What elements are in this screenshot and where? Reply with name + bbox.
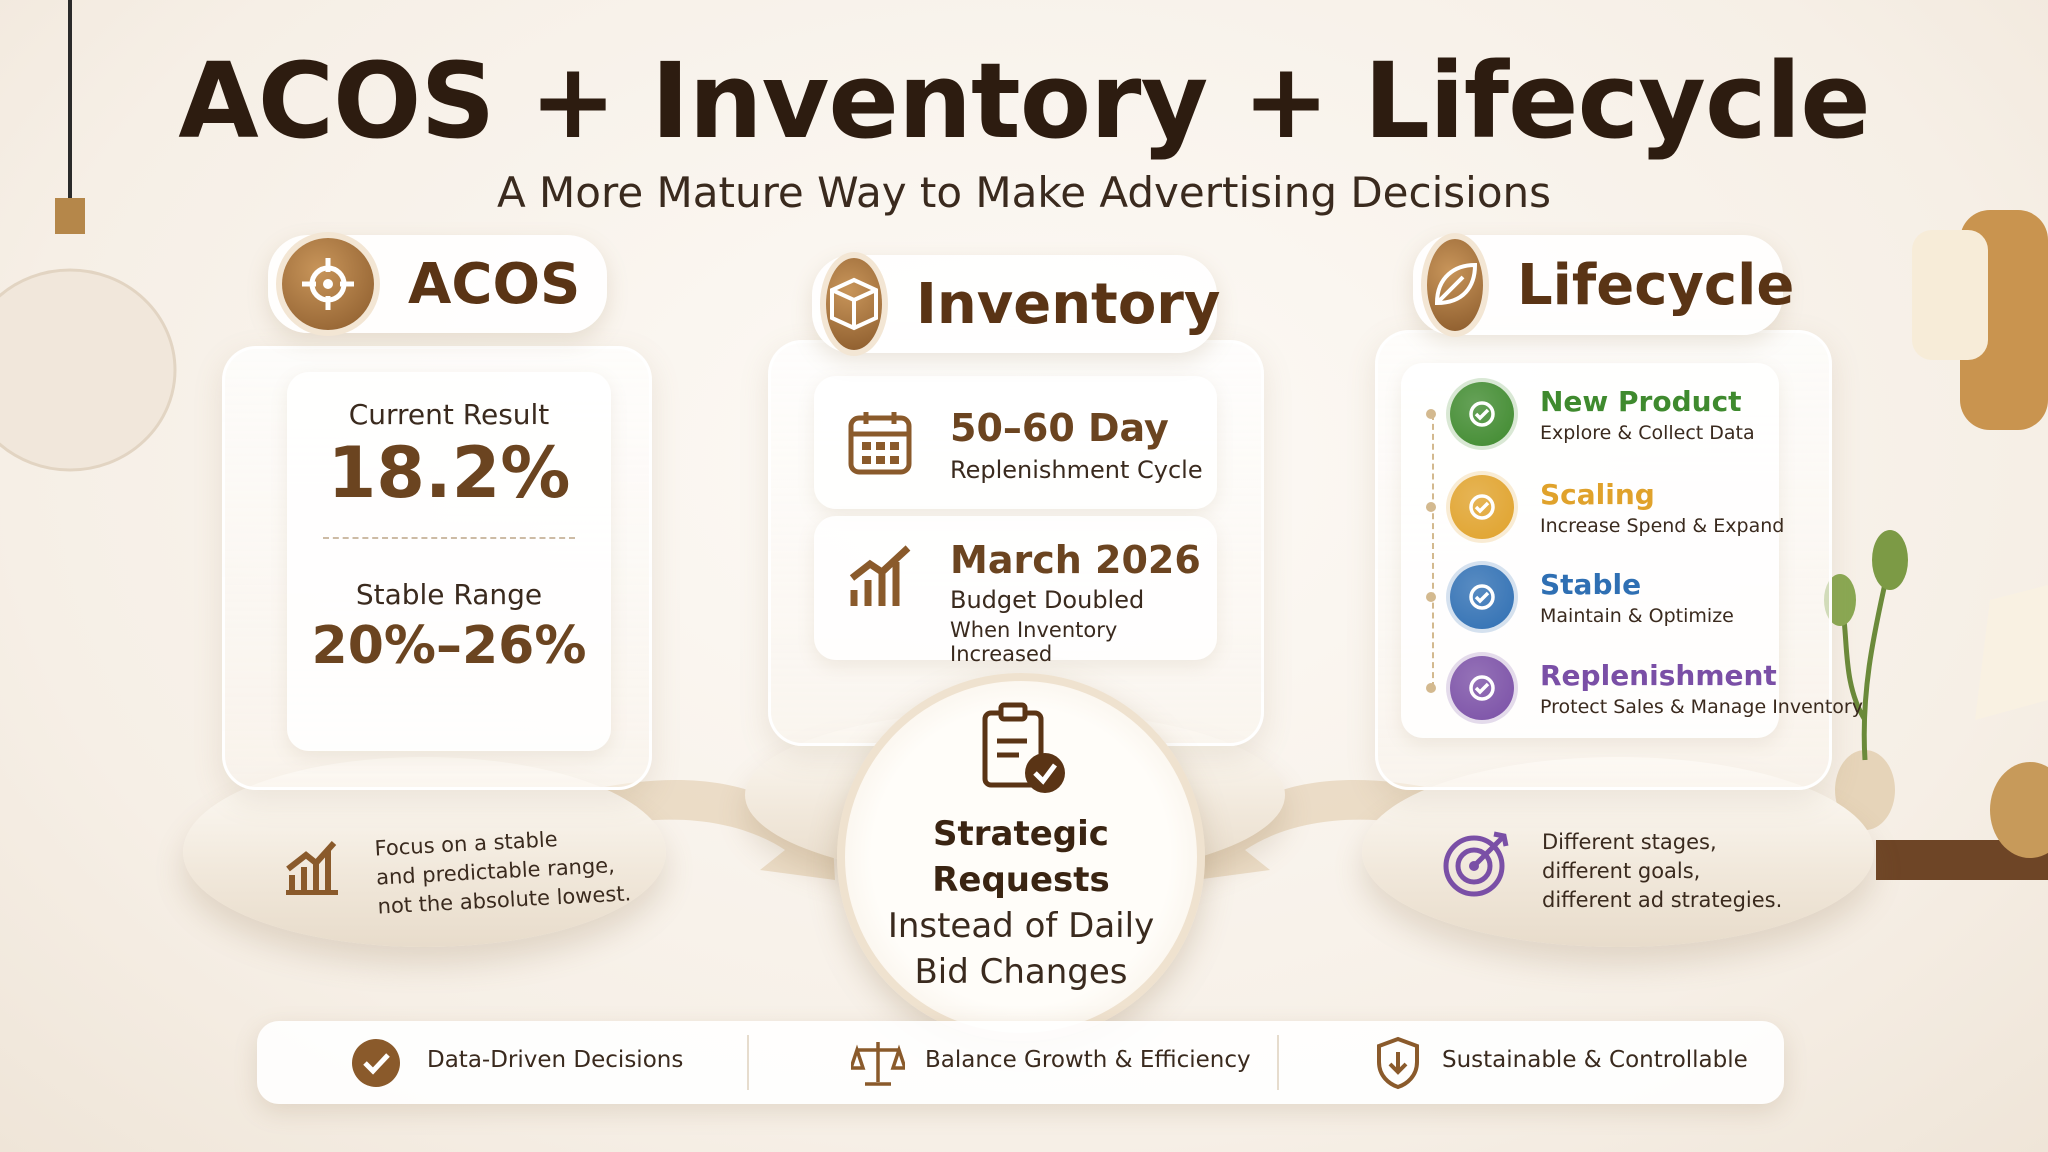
column-title: Lifecycle	[1517, 252, 1795, 318]
inventory-header: Inventory	[812, 255, 1221, 353]
footer-item: Sustainable & Controllable	[1442, 1047, 1748, 1073]
divider	[1277, 1035, 1279, 1090]
shield-icon	[1377, 1036, 1419, 1090]
center-line: Bid Changes	[914, 952, 1128, 992]
stage: Stable Maintain & Optimize	[1426, 565, 1734, 629]
stage-description: Increase Spend & Expand	[1540, 514, 1785, 537]
subtitle: A More Mature Way to Make Advertising De…	[496, 168, 1552, 217]
icon	[826, 258, 882, 350]
timeline	[1432, 414, 1434, 688]
timeline-dot	[1426, 409, 1436, 419]
stage-glyph	[1469, 401, 1495, 427]
center-line: Strategic Requests	[932, 814, 1110, 900]
plant-leaf	[1824, 574, 1856, 626]
lamp-cap	[55, 198, 85, 234]
scale-icon	[851, 1042, 905, 1086]
stage: Replenishment Protect Sales & Manage Inve…	[1426, 656, 1863, 720]
label: Current Result	[348, 398, 550, 431]
column-title: ACOS	[408, 251, 581, 317]
stage-glyph	[1469, 584, 1495, 610]
note: Different stages, different goals, diffe…	[1542, 828, 1782, 915]
wall-lamp-shade	[1912, 230, 1988, 360]
note-line: different ad strategies.	[1542, 888, 1783, 912]
label: Stable Range	[355, 578, 543, 611]
table-lamp-base	[1990, 762, 2048, 858]
stage: New Product Explore & Collect Data	[1426, 382, 1755, 446]
item-line: Replenishment Cycle	[950, 456, 1203, 484]
stage-icon	[1450, 656, 1514, 720]
plant-leaf	[1872, 530, 1908, 590]
stage-glyph	[1469, 675, 1495, 701]
icon	[1427, 239, 1483, 331]
timeline-dot	[1426, 683, 1436, 693]
growth-icon	[286, 840, 338, 895]
inventory-item: 50–60 Day Replenishment Cycle	[814, 376, 1217, 509]
stage-name: Scaling	[1540, 477, 1655, 511]
stage-name: New Product	[1540, 384, 1742, 418]
plant-pot	[1835, 750, 1895, 830]
inventory-item: March 2026 Budget Doubled When Inventory…	[814, 516, 1217, 666]
footer-item: Balance Growth & Efficiency	[925, 1047, 1251, 1073]
timeline-dot	[1426, 502, 1436, 512]
item-line: Budget Doubled	[950, 586, 1145, 614]
timeline-dot	[1426, 592, 1436, 602]
check-icon	[352, 1039, 400, 1087]
divider	[323, 537, 575, 539]
footer-item: Data-Driven Decisions	[427, 1047, 684, 1073]
box-icon	[830, 277, 878, 331]
table-lamp	[1975, 585, 2048, 720]
stage-icon	[1450, 382, 1514, 446]
note-line: Different stages,	[1542, 830, 1717, 854]
item-heading: 50–60 Day	[950, 406, 1169, 450]
stage-description: Protect Sales & Manage Inventory	[1540, 695, 1863, 718]
clipboard-icon	[982, 702, 1065, 793]
stage-glyph	[1469, 494, 1495, 520]
item-line: When Inventory Increased	[950, 618, 1118, 666]
icon	[282, 238, 374, 330]
stage-description: Maintain & Optimize	[1540, 604, 1734, 627]
column-title: Inventory	[916, 271, 1221, 337]
divider	[747, 1035, 749, 1090]
target-icon	[302, 258, 354, 310]
value: 18.2%	[327, 432, 571, 514]
acos-card: Current Result 18.2% Stable Range 20%–26…	[287, 372, 611, 751]
center-text: Strategic Requests Instead of Daily Bid …	[845, 811, 1197, 995]
stage-text: Replenishment Protect Sales & Manage Inve…	[1540, 659, 1863, 718]
stage-text: Scaling Increase Spend & Expand	[1540, 478, 1784, 537]
lamp-shade	[0, 268, 177, 472]
item-heading: March 2026	[950, 538, 1201, 582]
leaf-icon	[1434, 262, 1478, 306]
center-line: Instead of Daily	[887, 906, 1155, 946]
title: ACOS + Inventory + Lifecycle	[178, 40, 1871, 162]
note: Focus on a stable and predictable range,…	[374, 821, 632, 921]
acos-header: ACOS	[268, 235, 607, 333]
calendar-icon	[848, 412, 912, 475]
lifecycle-header: Lifecycle	[1413, 235, 1794, 335]
stage-name: Stable	[1540, 567, 1642, 601]
stage-icon	[1450, 475, 1514, 539]
stage-text: Stable Maintain & Optimize	[1540, 568, 1734, 627]
note-line: different goals,	[1542, 859, 1701, 883]
stage-icon	[1450, 565, 1514, 629]
stage-description: Explore & Collect Data	[1540, 421, 1755, 444]
center-circle: Strategic Requests Instead of Daily Bid …	[837, 673, 1205, 1041]
growth-icon	[849, 545, 911, 606]
stage-text: New Product Explore & Collect Data	[1540, 385, 1755, 444]
stage-name: Replenishment	[1540, 658, 1777, 692]
footer-bar: Data-Driven Decisions Balance Growth & E…	[257, 1021, 1784, 1104]
stage: Scaling Increase Spend & Expand	[1426, 475, 1784, 539]
target-icon	[1443, 831, 1509, 897]
value: 20%–26%	[311, 616, 587, 676]
